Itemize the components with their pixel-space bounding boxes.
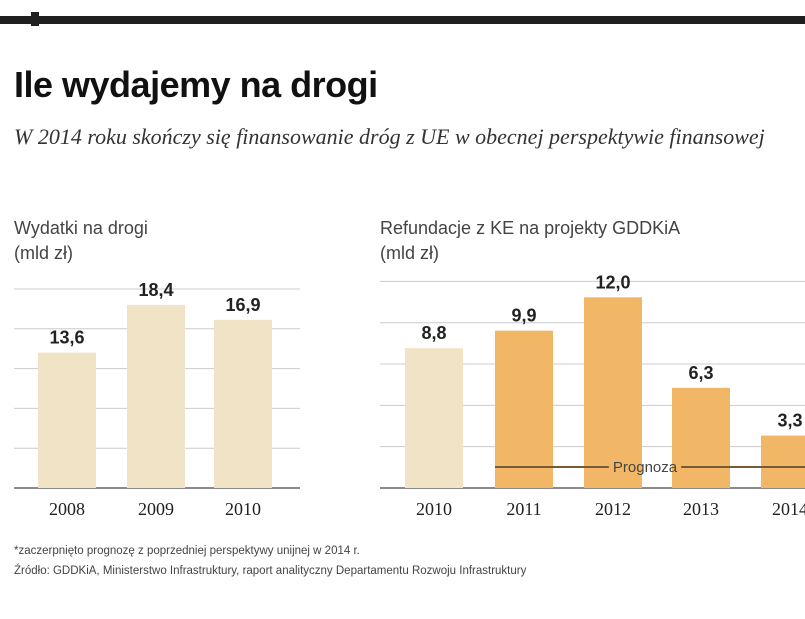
right-panel-label: Refundacje z KE na projekty GDDKiA (mld … [380,216,805,266]
left-panel-label: Wydatki na drogi (mld zł) [14,216,264,266]
source-note: Źródło: GDDKiA, Ministerstwo Infrastrukt… [14,565,527,577]
chart-title: Ile wydajemy na drogi [14,64,378,105]
left-panel-unit: (mld zł) [14,243,73,263]
refund-x-tick-2011: 2011 [506,499,541,519]
spending-x-tick-2008: 2008 [49,499,85,519]
right-panel-title: Refundacje z KE na projekty GDDKiA [380,218,681,238]
refund-x-tick-2010: 2010 [416,499,452,519]
top-rule [0,16,805,24]
chart-subtitle: W 2014 roku skończy się finansowanie dró… [14,124,765,149]
refund-x-tick-2014: 2014 [772,499,805,519]
refund-bar-value-2013: 6,3 [688,363,713,383]
refund-bar-2012 [584,297,642,488]
left-panel-title: Wydatki na drogi [14,218,148,238]
refund-bar-2011 [495,330,553,488]
spending-x-tick-2009: 2009 [138,499,174,519]
refund-bar-value-2011: 9,9 [511,306,536,326]
refund-x-tick-2013: 2013 [683,499,719,519]
spending-bar-2010 [214,319,272,488]
spending-bar-2009 [127,304,185,488]
spending-bar-value-2009: 18,4 [138,280,173,300]
refund-bar-value-2014: 3,3 [777,411,802,431]
forecast-label: Prognoza [613,459,678,476]
spending-x-tick-2010: 2010 [225,499,261,519]
spending-bar-value-2008: 13,6 [49,328,84,348]
refund-bar-value-2010: 8,8 [421,323,446,343]
right-panel-unit: (mld zł) [380,243,439,263]
spending-bar-2008 [38,352,96,488]
refund-bar-2013 [672,387,730,488]
refund-bar-2010 [405,348,463,488]
top-rule-marker [31,12,39,26]
refund-bar-value-2012: 12,0 [595,272,630,292]
spending-bar-value-2010: 16,9 [225,295,260,315]
footnote: *zaczerpnięto prognozę z poprzedniej per… [14,545,360,557]
refund-x-tick-2012: 2012 [595,499,631,519]
refund-bar-2014 [761,435,805,488]
